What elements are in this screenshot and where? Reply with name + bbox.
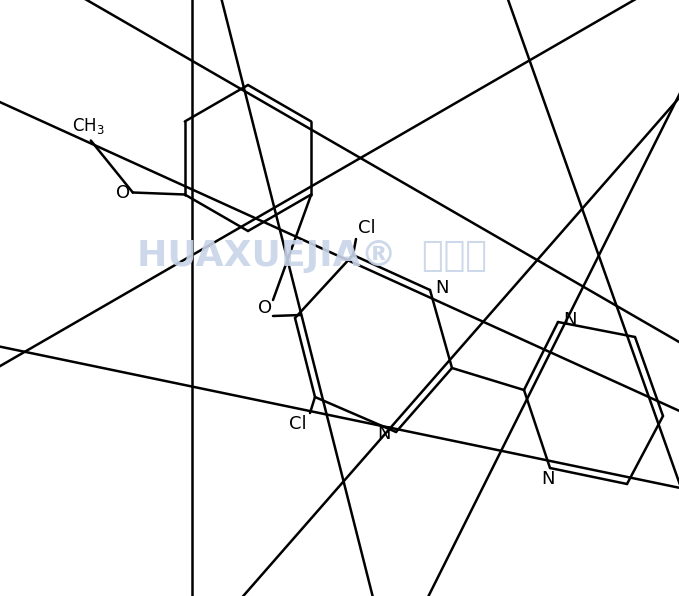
Text: HUAXUEJIA®  化学加: HUAXUEJIA® 化学加: [137, 239, 488, 274]
Text: O: O: [258, 299, 272, 317]
Text: O: O: [115, 184, 130, 201]
Text: N: N: [563, 311, 576, 329]
Text: Cl: Cl: [358, 219, 375, 237]
Text: Cl: Cl: [289, 415, 307, 433]
Text: N: N: [378, 425, 391, 443]
Text: N: N: [435, 279, 449, 297]
Text: N: N: [541, 470, 555, 488]
Text: CH$_3$: CH$_3$: [73, 116, 105, 136]
